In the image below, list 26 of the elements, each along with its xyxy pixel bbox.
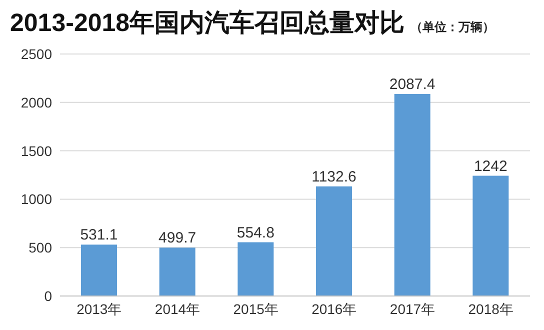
y-tick-label: 1000	[20, 191, 52, 208]
y-tick-label: 500	[28, 240, 52, 256]
y-tick-label: 2500	[20, 46, 52, 62]
data-label: 1242	[474, 158, 508, 175]
bar	[238, 242, 274, 296]
bar	[316, 186, 352, 296]
data-label: 1132.6	[312, 168, 356, 186]
x-tick-label: 2015年	[233, 300, 278, 317]
y-tick-label: 1500	[20, 142, 52, 159]
y-tick-label: 0	[44, 288, 52, 304]
y-tick-label: 2000	[20, 94, 52, 110]
data-label: 499.7	[158, 230, 196, 247]
x-tick-label: 2014年	[154, 300, 200, 317]
x-tick-label: 2018年	[468, 300, 514, 317]
data-label: 531.1	[80, 226, 118, 244]
data-label: 554.8	[236, 224, 274, 242]
x-tick-label: 2017年	[390, 300, 436, 317]
chart-subtitle: （单位：万辆）	[410, 20, 495, 34]
data-label: 2087.4	[389, 76, 436, 93]
bar	[81, 244, 117, 296]
x-tick-label: 2013年	[76, 300, 122, 317]
x-tick-label: 2016年	[312, 300, 357, 317]
bar	[394, 94, 430, 296]
bar	[472, 176, 509, 296]
chart-title: 2013-2018年国内汽车召回总量对比	[10, 9, 405, 37]
bar	[159, 248, 196, 296]
